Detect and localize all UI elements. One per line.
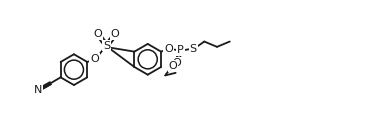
- Text: O: O: [164, 44, 173, 54]
- Text: S: S: [190, 44, 197, 54]
- Text: O: O: [173, 58, 181, 68]
- Text: O: O: [90, 54, 99, 64]
- Text: N: N: [34, 85, 42, 95]
- Text: S: S: [103, 40, 110, 51]
- Text: O: O: [169, 61, 177, 71]
- Text: P: P: [177, 45, 184, 55]
- Text: O: O: [94, 29, 103, 39]
- Text: O: O: [111, 29, 120, 39]
